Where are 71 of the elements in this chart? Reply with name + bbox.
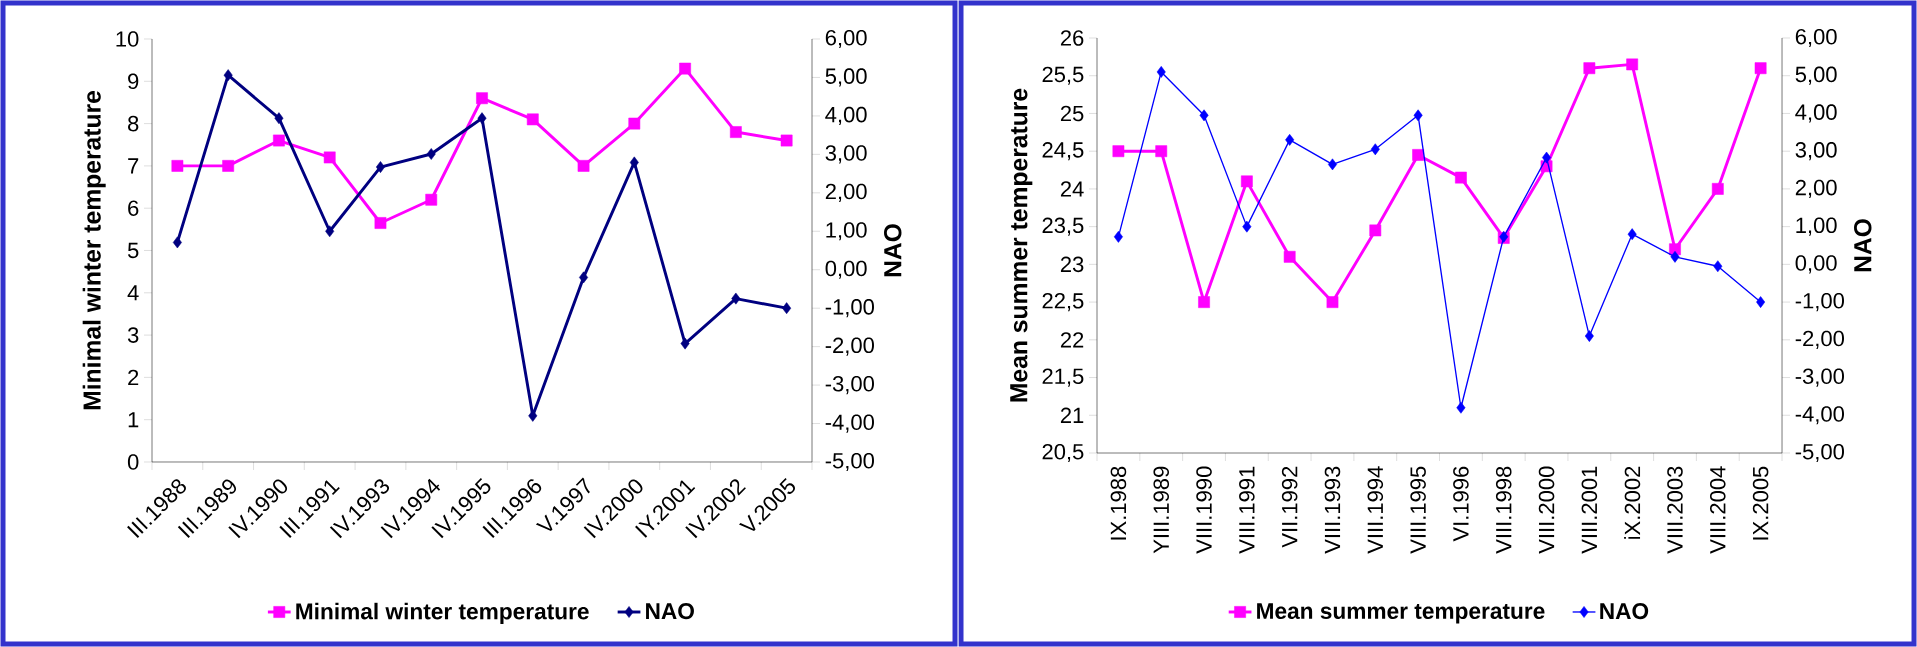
y2-tick-label: 3,00 bbox=[825, 145, 867, 164]
y-axis-title: Minimal winter temperature bbox=[82, 90, 106, 410]
x-tick-label: VIII.1991 bbox=[1239, 466, 1255, 554]
x-tick-label: IX.1988 bbox=[1110, 466, 1127, 540]
x-tick-label: VI.1996 bbox=[1453, 466, 1469, 542]
y2-tick-label: -4,00 bbox=[1795, 406, 1845, 425]
y2-tick-label: -1,00 bbox=[825, 299, 874, 318]
y2-axis-title: NAO bbox=[1854, 219, 1872, 272]
y2-tick-label: 4,00 bbox=[825, 106, 867, 126]
legend-label: NAO bbox=[1600, 603, 1649, 620]
y2-tick-label: 5,00 bbox=[1795, 66, 1837, 85]
y2-tick-label: 3,00 bbox=[1795, 142, 1837, 161]
x-tick-label: IX.2005 bbox=[1752, 466, 1769, 540]
y-tick-label: 24 bbox=[1060, 181, 1084, 197]
y2-tick-label: -1,00 bbox=[1795, 292, 1845, 312]
x-tick-label: VIII.1995 bbox=[1410, 466, 1426, 554]
y2-tick-label: -2,00 bbox=[1795, 330, 1845, 349]
x-tick-label: VII.1992 bbox=[1281, 466, 1298, 548]
x-tick-label: VIII.1990 bbox=[1196, 466, 1212, 554]
y-tick-label: 4 bbox=[127, 285, 139, 301]
y-tick-label: 21 bbox=[1060, 407, 1084, 423]
y-tick-label: 2 bbox=[128, 369, 139, 386]
y-tick-label: 5 bbox=[127, 242, 139, 259]
y2-tick-label: -5,00 bbox=[825, 452, 874, 472]
y-tick-label: 23,5 bbox=[1042, 217, 1084, 236]
y-tick-label: 20,5 bbox=[1042, 443, 1084, 463]
x-tick-label: iX.2002 bbox=[1624, 466, 1641, 539]
y2-tick-label: 2,00 bbox=[1795, 179, 1837, 198]
y2-tick-label: 4,00 bbox=[1795, 104, 1837, 123]
y2-tick-label: 6,00 bbox=[825, 29, 867, 49]
y2-tick-label: -3,00 bbox=[1795, 368, 1845, 387]
y-axis-title: Mean summer temperature bbox=[1010, 88, 1033, 402]
y2-axis-title: NAO bbox=[884, 224, 902, 277]
x-tick-label: VIII.2000 bbox=[1538, 466, 1555, 554]
x-tick-label: YIII.1989 bbox=[1153, 466, 1170, 554]
y-tick-label: 21,5 bbox=[1042, 368, 1084, 387]
x-tick-label: VIII.2004 bbox=[1710, 466, 1726, 554]
y-tick-label: 25,5 bbox=[1042, 66, 1084, 85]
y-tick-label: 1 bbox=[128, 412, 139, 428]
y-tick-label: 3 bbox=[127, 327, 139, 343]
y2-tick-label: 5,00 bbox=[825, 68, 867, 87]
y-tick-label: 22,5 bbox=[1042, 293, 1084, 312]
y-tick-label: 23 bbox=[1060, 256, 1084, 273]
y2-tick-label: 6,00 bbox=[1795, 28, 1837, 48]
y2-tick-label: 1,00 bbox=[826, 222, 867, 241]
x-tick-label: VIII.2003 bbox=[1667, 466, 1683, 554]
y2-tick-label: -2,00 bbox=[825, 337, 874, 356]
y-tick-label: 9 bbox=[128, 73, 139, 90]
y-tick-label: 6 bbox=[128, 200, 139, 216]
y-tick-label: 10 bbox=[116, 31, 139, 47]
y2-tick-label: -5,00 bbox=[1795, 443, 1845, 463]
y-tick-label: 22 bbox=[1060, 332, 1084, 348]
y-tick-label: 25 bbox=[1060, 105, 1084, 122]
y2-tick-label: -4,00 bbox=[825, 414, 874, 433]
y2-tick-label: 0,00 bbox=[825, 260, 867, 279]
x-tick-label: VIII.2001 bbox=[1581, 466, 1598, 554]
y-tick-label: 7 bbox=[128, 158, 139, 174]
legend-label: Minimal winter temperature bbox=[296, 602, 589, 624]
y-tick-label: 26 bbox=[1060, 30, 1084, 46]
y-tick-label: 24,5 bbox=[1042, 142, 1084, 161]
legend-label: NAO bbox=[646, 603, 694, 620]
y2-tick-label: -3,00 bbox=[825, 375, 874, 395]
legend-label: Mean summer temperature bbox=[1257, 603, 1545, 624]
y2-tick-label: 0,00 bbox=[1795, 255, 1837, 274]
y2-tick-label: 2,00 bbox=[825, 183, 867, 202]
y2-tick-label: 1,00 bbox=[1796, 217, 1837, 236]
y-tick-label: 8 bbox=[128, 115, 139, 132]
x-tick-label: VIII.1993 bbox=[1324, 466, 1341, 554]
x-tick-label: VIII.1994 bbox=[1367, 466, 1384, 554]
x-tick-label: VIII.1998 bbox=[1495, 466, 1512, 554]
y-tick-label: 0 bbox=[127, 454, 139, 470]
